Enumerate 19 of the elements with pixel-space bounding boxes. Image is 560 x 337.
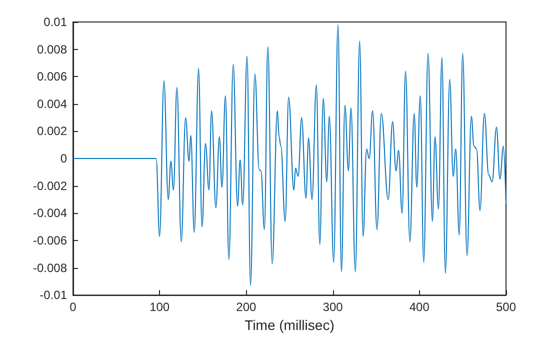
x-tick-label: 400 <box>409 300 430 314</box>
y-tick-label: 0.004 <box>36 96 68 111</box>
y-tick-label: -0.002 <box>32 178 68 193</box>
y-tick-label: -0.006 <box>32 233 68 248</box>
x-tick-label: 100 <box>150 300 170 314</box>
line-series <box>72 24 506 286</box>
y-tick-label: -0.01 <box>40 288 68 302</box>
y-tick-label: -0.004 <box>32 206 68 220</box>
y-tick-label: 0.01 <box>44 15 68 29</box>
y-tick-label: 0.002 <box>36 124 68 138</box>
x-tick-label: 500 <box>496 300 516 314</box>
y-tick-label: 0 <box>60 152 68 166</box>
y-tick-label: 0.006 <box>36 70 68 84</box>
x-tick-label: 200 <box>236 300 257 314</box>
x-tick-label: 0 <box>70 300 77 314</box>
y-tick-label: 0.008 <box>36 42 68 56</box>
x-tick-label: 300 <box>322 300 344 314</box>
y-tick-label: -0.008 <box>32 260 68 275</box>
x-axis-title: Time (millisec) <box>244 317 334 333</box>
